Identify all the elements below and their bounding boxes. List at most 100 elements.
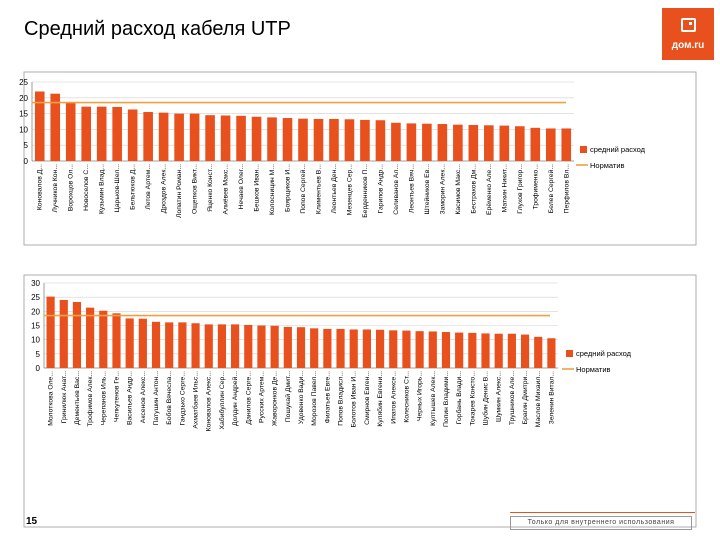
bar: [547, 338, 556, 368]
x-tick-label: Яценко Конст...: [207, 164, 214, 212]
x-tick-label: Ерёменко Але...: [486, 164, 493, 215]
legend-label-average: средний расход: [590, 145, 646, 154]
bar: [251, 116, 262, 161]
x-tick-label: Морозов Павел...: [311, 371, 318, 426]
bar: [484, 125, 494, 161]
x-tick-label: Молоткова Оле...: [48, 371, 55, 426]
x-tick-label: Дроздов Алек...: [161, 164, 168, 213]
bar: [65, 102, 76, 161]
x-tick-label: Мезенцев Сер...: [346, 164, 353, 215]
bar: [158, 112, 169, 161]
y-tick-label: 25: [31, 293, 40, 302]
brand-logo: дом.ru: [662, 8, 714, 60]
x-tick-label: Аксенов Алекс...: [140, 371, 147, 423]
bar: [415, 331, 424, 368]
bar: [468, 124, 479, 161]
bar: [112, 106, 122, 161]
x-tick-label: Климентьев В...: [315, 164, 322, 214]
bar: [375, 120, 386, 161]
bar: [138, 318, 147, 368]
bar: [112, 313, 121, 368]
bar: [205, 115, 215, 161]
x-tick-label: Белев Сергей...: [547, 164, 555, 213]
bar: [72, 301, 82, 368]
x-tick-label: Колосницин М...: [269, 164, 276, 215]
x-tick-label: Дементьев Вас...: [74, 371, 81, 425]
bar: [34, 91, 45, 161]
y-tick-label: 10: [19, 125, 28, 134]
x-tick-label: Черепанов Иль...: [100, 371, 107, 426]
bar: [310, 328, 319, 368]
x-tick-label: Васильев Андр...: [127, 371, 134, 425]
bar: [204, 324, 213, 368]
x-tick-label: Алиёвев Макс...: [223, 164, 230, 215]
x-tick-label: Русских Артем...: [258, 371, 265, 423]
y-tick-label: 15: [19, 110, 28, 119]
x-tick-label: Чепкутенов Ге...: [113, 371, 120, 422]
x-tick-label: Патушин Антон...: [153, 371, 160, 426]
bar: [244, 324, 253, 368]
x-tick-label: Долдин Андрей...: [231, 371, 239, 426]
x-tick-label: Зеленин Витал...: [548, 371, 555, 424]
x-tick-label: Трофименко...: [532, 164, 539, 210]
slide-title: Средний расход кабеля UTP: [24, 18, 291, 40]
bar: [59, 300, 68, 368]
bar: [402, 330, 411, 368]
x-tick-label: Шубин Денис В...: [482, 371, 490, 426]
bar: [81, 106, 92, 161]
bar: [499, 125, 510, 161]
x-tick-label: Боярщиков И...: [285, 164, 292, 212]
bar: [125, 318, 134, 368]
x-tick-label: Хабибуллин Сер...: [218, 371, 226, 430]
bar: [375, 329, 385, 368]
bar: [99, 310, 108, 368]
page-number: 15: [26, 516, 38, 527]
x-tick-label: Смирнов Евген...: [364, 371, 371, 425]
x-tick-label: Черных Игорь...: [417, 371, 424, 421]
y-tick-label: 10: [31, 336, 40, 345]
brand-logo-icon: [681, 18, 696, 32]
x-tick-label: Царьков-Шел...: [114, 164, 121, 213]
bar: [165, 322, 174, 368]
chart-1-frame: [23, 71, 697, 246]
x-tick-label: Коновалов Алекс...: [206, 371, 213, 431]
y-tick-label: 25: [19, 78, 28, 87]
bar: [507, 333, 516, 368]
x-tick-label: Кузьмин Влад...: [99, 164, 106, 214]
bar: [453, 124, 463, 161]
x-tick-label: Бобов Вячесла...: [165, 371, 173, 425]
x-tick-label: Попов Владисл...: [338, 371, 345, 426]
bar: [191, 323, 200, 368]
brand-logo-text: дом.ru: [671, 40, 705, 51]
y-tick-label: 5: [36, 350, 41, 359]
bar: [323, 328, 332, 368]
bar: [437, 124, 448, 161]
y-tick-label: 20: [19, 94, 28, 103]
bar: [267, 117, 277, 161]
x-tick-label: Удовенко Вади...: [298, 371, 305, 424]
bar: [545, 128, 556, 161]
x-tick-label: Колесников Ст...: [403, 371, 410, 423]
bar: [329, 118, 339, 161]
bar: [151, 321, 161, 368]
bar: [349, 329, 358, 368]
bar: [389, 330, 398, 368]
bar: [283, 326, 292, 368]
y-tick-label: 20: [31, 307, 40, 316]
chart-1: 0 5 10 15 20 25 Коновалов Д... Лучников Кон... В…: [19, 78, 646, 218]
x-tick-label: Гринилюк Анат...: [61, 371, 68, 423]
bar: [50, 93, 61, 161]
x-tick-label: Попов Сергей...: [299, 164, 307, 214]
bar: [481, 333, 490, 368]
y-tick-label: 15: [31, 322, 40, 331]
bar: [534, 336, 543, 368]
bar: [313, 118, 324, 161]
x-tick-label: Брагин Дмитри...: [522, 371, 529, 424]
x-tick-label: Лопатин Роман...: [176, 164, 183, 218]
bar: [520, 334, 530, 368]
x-tick-label: Глухов Григор...: [517, 164, 524, 214]
bar: [86, 307, 95, 368]
x-tick-label: Попин Владими...: [443, 371, 450, 427]
bar: [455, 332, 464, 368]
